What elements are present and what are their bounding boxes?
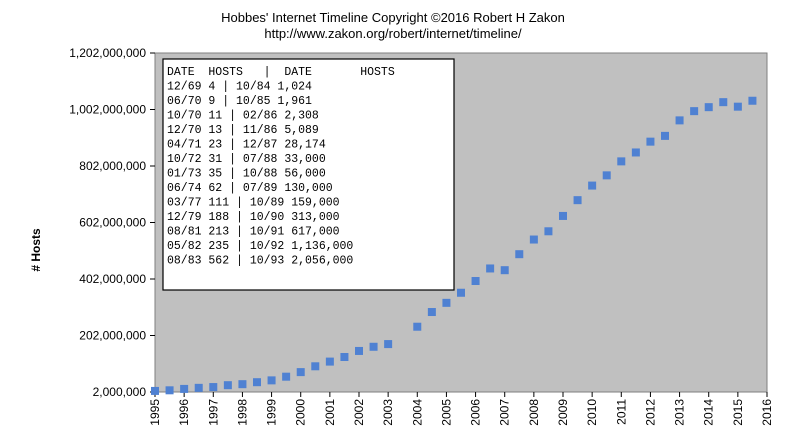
x-tick-label: 2015	[731, 399, 745, 426]
x-tick-label: 2013	[673, 399, 687, 426]
data-point	[180, 384, 189, 393]
data-point	[340, 352, 349, 361]
y-tick-label: 1,002,000,000	[69, 103, 146, 117]
x-tick-label: 2005	[439, 399, 453, 426]
data-point	[384, 340, 393, 349]
host-table-row: 08/83 562 | 10/93 2,056,000	[167, 255, 353, 268]
host-table-row: 01/73 35 | 10/88 56,000	[167, 168, 326, 181]
y-axis-label: # Hosts	[29, 228, 43, 272]
data-point	[748, 96, 757, 105]
host-table-row: 08/81 213 | 10/91 617,000	[167, 226, 340, 239]
host-table-row: 12/69 4 | 10/84 1,024	[167, 81, 312, 94]
data-point	[311, 362, 320, 371]
data-point	[515, 250, 524, 259]
data-point	[369, 342, 378, 351]
x-tick-label: 2016	[760, 399, 774, 426]
host-table-header: DATE HOSTS | DATE HOSTS	[167, 66, 395, 79]
y-tick-label: 402,000,000	[79, 272, 146, 286]
x-tick-label: 2007	[498, 399, 512, 426]
host-table-row: 03/77 111 | 10/89 159,000	[167, 197, 340, 210]
y-tick-label: 602,000,000	[79, 216, 146, 230]
x-tick-label: 1999	[265, 399, 279, 426]
x-tick-label: 2010	[585, 399, 599, 426]
data-point	[471, 277, 480, 286]
y-axis: 2,000,000 202,000,000 402,000,000 602,000,0…	[69, 46, 155, 399]
data-point	[267, 376, 276, 385]
data-point	[675, 116, 684, 125]
data-point	[209, 383, 218, 392]
x-axis: 1995 1996 1997 1998 1999 2000 2001 2002 2003 2004…	[148, 392, 774, 426]
host-table-row: 10/72 31 | 07/88 33,000	[167, 153, 326, 166]
x-tick-label: 2014	[702, 399, 716, 426]
y-tick-label: 202,000,000	[79, 329, 146, 343]
x-tick-label: 2003	[381, 399, 395, 426]
host-table: DATE HOSTS | DATE HOSTS 12/69 4 | 10/84 …	[162, 58, 455, 291]
host-table-row: 10/70 11 | 02/86 2,308	[167, 110, 319, 123]
host-table-row: 12/79 188 | 10/90 313,000	[167, 211, 340, 224]
y-tick-label: 802,000,000	[79, 159, 146, 173]
host-table-row: 06/74 62 | 07/89 130,000	[167, 182, 333, 195]
x-tick-label: 2002	[352, 399, 366, 426]
data-point	[253, 378, 261, 387]
data-point	[646, 137, 655, 146]
data-point	[427, 308, 436, 317]
data-point	[165, 386, 174, 395]
x-tick-label: 1998	[235, 399, 249, 426]
host-table-row: 04/71 23 | 12/87 28,174	[167, 139, 326, 152]
data-point	[223, 381, 232, 390]
data-point	[719, 98, 728, 107]
data-point	[559, 211, 567, 220]
data-point	[282, 372, 291, 381]
data-point	[500, 266, 509, 275]
y-tick-label: 2,000,000	[93, 385, 147, 399]
chart-subtitle: http://www.zakon.org/robert/internet/tim…	[264, 26, 522, 41]
y-tick-label: 1,202,000,000	[69, 46, 146, 60]
x-tick-label: 1997	[206, 399, 220, 426]
data-point	[413, 322, 422, 331]
data-point	[296, 368, 305, 377]
data-point	[529, 235, 538, 244]
chart-title: Hobbes' Internet Timeline Copyright ©201…	[221, 10, 565, 25]
data-point	[238, 380, 247, 389]
data-series	[151, 96, 757, 395]
x-tick-label: 1996	[177, 399, 191, 426]
data-point	[151, 386, 159, 395]
data-point	[355, 346, 363, 355]
x-tick-label: 2001	[323, 399, 337, 426]
host-table-row: 06/70 9 | 10/85 1,961	[167, 95, 312, 108]
x-tick-label: 2009	[556, 399, 570, 426]
data-point	[457, 288, 465, 297]
x-tick-label: 2012	[643, 399, 657, 426]
data-point	[544, 227, 553, 236]
data-point	[631, 148, 640, 157]
x-tick-label: 1995	[148, 399, 162, 426]
host-table-row: 05/82 235 | 10/92 1,136,000	[167, 240, 353, 253]
x-tick-label: 2008	[527, 399, 541, 426]
data-point	[588, 181, 597, 190]
data-point	[573, 196, 582, 205]
data-point	[325, 357, 334, 366]
data-point	[690, 107, 699, 116]
x-tick-label: 2000	[294, 399, 308, 426]
host-table-box	[162, 58, 455, 291]
data-point	[617, 157, 626, 166]
data-point	[661, 131, 669, 140]
x-tick-label: 2004	[410, 399, 424, 426]
data-point	[733, 102, 742, 111]
x-tick-label: 2006	[469, 399, 483, 426]
data-point	[704, 103, 713, 112]
data-point	[486, 264, 495, 273]
data-point	[194, 383, 203, 392]
x-tick-label: 2011	[614, 399, 628, 425]
data-point	[442, 298, 451, 307]
host-table-row: 12/70 13 | 11/86 5,089	[167, 124, 319, 137]
data-point	[602, 171, 611, 180]
